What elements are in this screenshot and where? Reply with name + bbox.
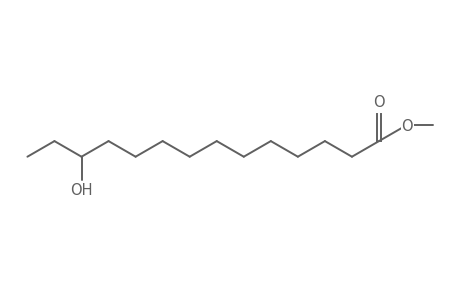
Text: OH: OH — [70, 183, 93, 198]
Text: O: O — [372, 95, 384, 110]
Text: O: O — [400, 118, 412, 134]
